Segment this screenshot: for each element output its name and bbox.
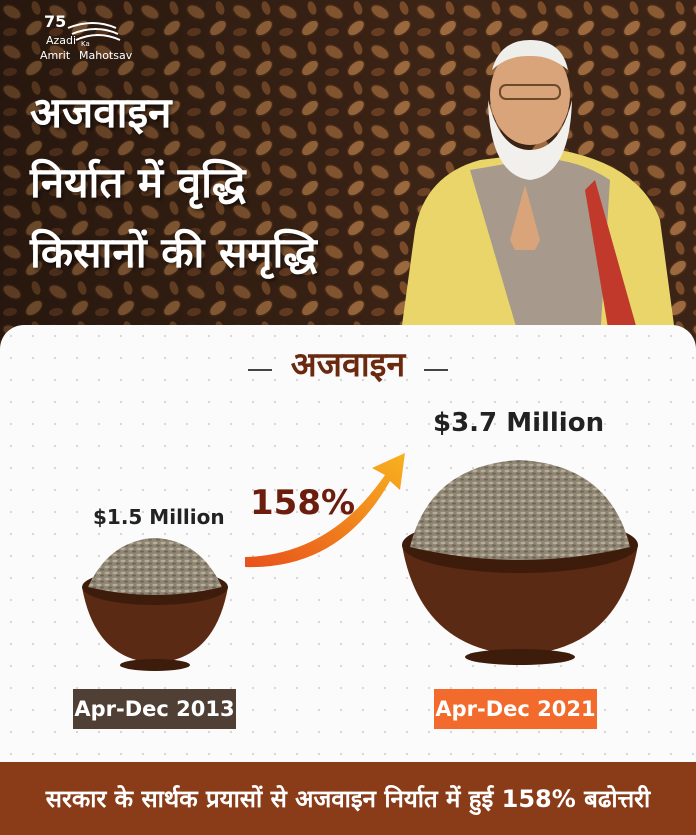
- growth-arrow: [245, 453, 405, 568]
- amount-before: $1.5 Million: [93, 505, 225, 529]
- logo-text: Azadi: [46, 34, 77, 47]
- person-photo: [400, 40, 676, 340]
- amount-after: $3.7 Million: [433, 408, 605, 438]
- logo-text: Mahotsav: [79, 49, 133, 62]
- period-before: Apr-Dec 2013: [73, 689, 236, 729]
- footer-banner: सरकार के सार्थक प्रयासों से अजवाइन निर्य…: [0, 762, 696, 835]
- small-bowl: [82, 538, 228, 671]
- seed-background: [0, 0, 696, 340]
- logo-number: 75: [44, 12, 67, 31]
- logo-text: Ka: [81, 40, 90, 48]
- headline: किसानों की समृद्धि: [30, 228, 317, 277]
- headline: अजवाइन: [30, 88, 172, 137]
- logo-text: Amrit: [40, 49, 71, 62]
- growth-percent: 158%: [250, 483, 356, 523]
- section-title: अजवाइन: [290, 345, 406, 385]
- period-after: Apr-Dec 2021: [434, 689, 597, 729]
- logo-graphic: [67, 22, 121, 41]
- large-bowl: [402, 460, 638, 665]
- headline: निर्यात में वृद्धि: [30, 158, 246, 207]
- illustration: [82, 369, 638, 671]
